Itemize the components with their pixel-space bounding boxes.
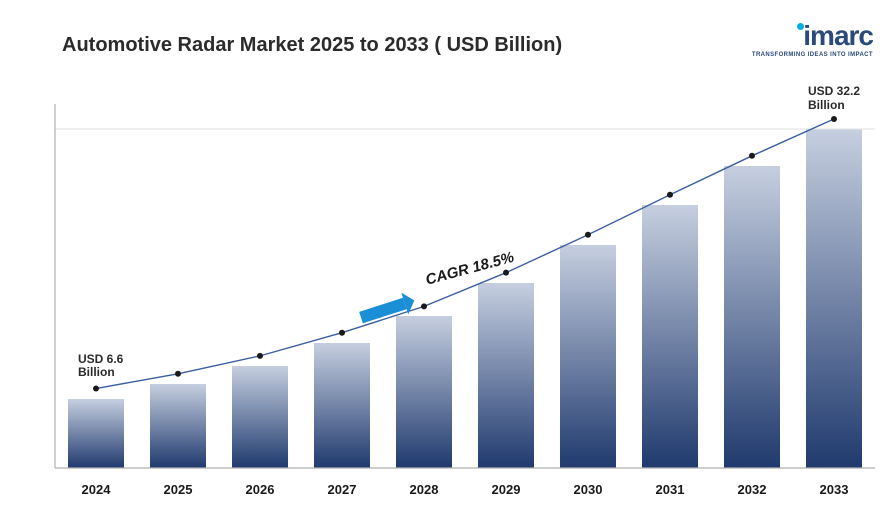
x-axis-label: 2028 [410,482,439,497]
brand-logo-text: imarc [752,20,873,52]
x-axis-label: 2031 [656,482,685,497]
end-value-line2: Billion [808,98,845,112]
x-axis-label: 2025 [164,482,193,497]
chart-container: Automotive Radar Market 2025 to 2033 ( U… [0,0,891,505]
bar [396,316,452,468]
bar [478,283,534,468]
x-axis-label: 2032 [738,482,767,497]
bar [806,129,862,468]
start-value-annotation: USD 6.6 Billion [78,353,123,381]
chart-title-text: Automotive Radar Market 2025 to 2033 ( U… [62,34,562,56]
end-value-line1: USD 32.2 [808,84,860,98]
x-axis-label: 2029 [492,482,521,497]
bar [68,399,124,468]
bar [724,166,780,468]
x-axis-label: 2024 [82,482,111,497]
x-axis-label: 2026 [246,482,275,497]
x-axis-label: 2033 [820,482,849,497]
end-value-annotation: USD 32.2 Billion [808,85,860,113]
start-value-line2: Billion [78,365,115,379]
brand-logo-tagline: TRANSFORMING IDEAS INTO IMPACT [752,52,873,58]
bar [642,205,698,468]
chart-title: Automotive Radar Market 2025 to 2033 ( U… [62,34,562,57]
bar [314,343,370,468]
brand-logo: imarc TRANSFORMING IDEAS INTO IMPACT [752,20,873,58]
bar [150,384,206,468]
x-axis-label: 2030 [574,482,603,497]
start-value-line1: USD 6.6 [78,352,123,366]
bar [232,366,288,468]
brand-logo-main: imarc [803,20,873,51]
plot-area [55,110,875,468]
x-axis-label: 2027 [328,482,357,497]
bar [560,245,616,468]
